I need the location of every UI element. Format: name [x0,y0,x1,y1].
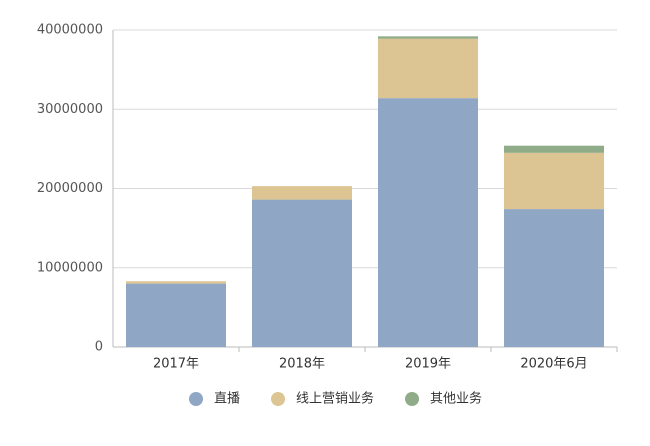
legend-marker [405,392,420,406]
legend-marker [271,392,286,406]
legend-label: 直播 [214,392,240,407]
legend-marker [189,392,203,406]
y-tick-label: 10000000 [37,260,103,275]
bar-segment [504,152,604,210]
y-tick-label: 0 [95,340,103,355]
y-tick-label: 40000000 [37,23,103,38]
x-tick-label: 2019年 [405,357,451,372]
x-tick-label: 2020年6月 [520,357,587,372]
y-tick-label: 20000000 [37,181,103,196]
bar-segment [252,186,352,200]
bar-segment [504,145,604,153]
bar-segment [126,281,226,284]
bar-segment [378,36,478,39]
legend-label: 其他业务 [430,391,482,407]
bar-segment [378,98,478,347]
x-tick-label: 2017年 [153,357,199,372]
bar-segment [504,209,604,347]
bar-segment [252,199,352,347]
legend-label: 线上营销业务 [296,391,374,407]
bar-segment [378,38,478,99]
bar-segment [126,283,226,347]
y-tick-label: 30000000 [37,102,103,117]
x-tick-label: 2018年 [279,357,325,372]
